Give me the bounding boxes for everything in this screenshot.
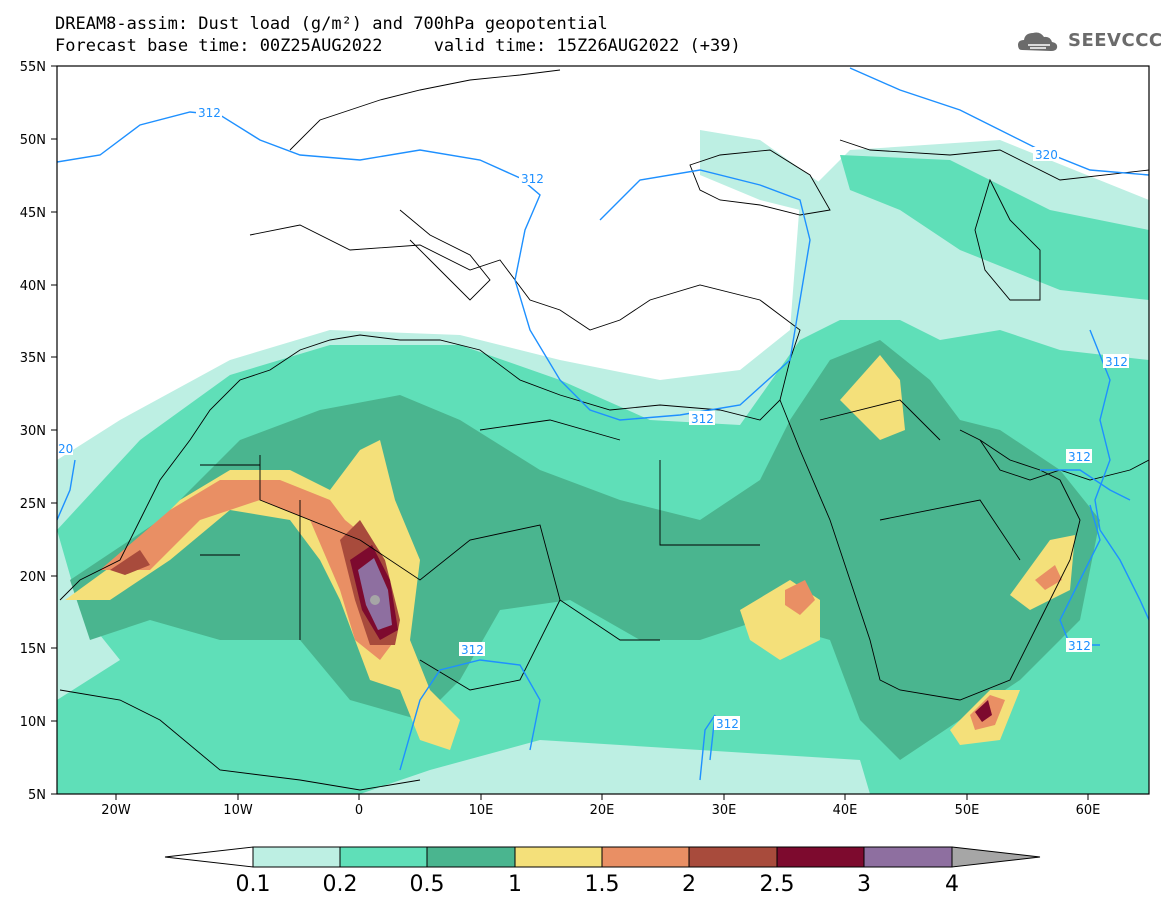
colorbar-tick: 1	[508, 872, 522, 897]
lat-label: 10N	[20, 715, 46, 730]
colorbar-tick: 2	[682, 872, 696, 897]
contour-312-gulf	[1040, 469, 1131, 501]
lon-label: 0	[355, 803, 363, 818]
dust-layer-0.1-black-sea	[700, 130, 830, 215]
svg-text:312: 312	[1068, 639, 1091, 653]
lat-label: 5N	[28, 788, 46, 803]
lon-label: 50E	[955, 803, 980, 818]
colorbar-tick: 1.5	[584, 872, 620, 897]
lat-label: 20N	[20, 570, 46, 585]
contour-312-south	[699, 714, 716, 781]
colorbar-swatch	[776, 846, 865, 868]
svg-text:312: 312	[1068, 450, 1091, 464]
colorbar-tick: 2.5	[759, 872, 795, 897]
colorbar-tick: 0.5	[409, 872, 445, 897]
colorbar-swatch	[252, 846, 341, 868]
colorbar-swatch	[426, 846, 516, 868]
colorbar-tick: 4	[945, 872, 959, 897]
lon-label: 20W	[101, 803, 131, 818]
colorbar-swatch	[601, 846, 690, 868]
lon-label: 10E	[469, 803, 494, 818]
lat-label: 30N	[20, 424, 46, 439]
forecast-time-line: Forecast base time: 00Z25AUG2022 valid t…	[55, 36, 741, 56]
contour-312-north	[57, 111, 811, 421]
dust-layer-3	[358, 558, 392, 630]
contour-20-west	[57, 459, 76, 521]
dust-layer-1-arabia	[840, 355, 905, 440]
lat-label: 35N	[20, 351, 46, 366]
dust-shading	[57, 130, 1149, 794]
dust-layer-0.2-caspian	[840, 155, 1149, 300]
lat-label: 50N	[20, 133, 46, 148]
colorbar-swatch	[339, 846, 428, 868]
dust-layer-0.5	[70, 340, 1100, 760]
lat-label: 25N	[20, 497, 46, 512]
contour-312-africa	[399, 659, 541, 771]
lat-label: 40N	[20, 279, 46, 294]
dust-layer-2-west	[110, 550, 150, 575]
colorbar-tick: 0.1	[235, 872, 271, 897]
colorbar	[164, 846, 1041, 868]
colorbar-swatch	[514, 846, 603, 868]
colorbar-tick: 0.2	[322, 872, 358, 897]
axis-ticks	[51, 65, 1089, 800]
contour-320	[849, 67, 1149, 176]
svg-text:312: 312	[691, 412, 714, 426]
svg-text:312: 312	[461, 643, 484, 657]
logo-text: SEEVCCC	[1068, 30, 1163, 51]
lat-label: 45N	[20, 206, 46, 221]
dust-layer-1.5-oman	[1035, 565, 1062, 590]
colorbar-low-arrow	[164, 846, 254, 868]
lat-label: 55N	[20, 60, 46, 75]
geopotential-contours	[57, 67, 1149, 781]
lon-label: 30E	[712, 803, 737, 818]
dust-layer-1.5	[100, 480, 395, 660]
svg-text:312: 312	[198, 106, 221, 120]
colorbar-high-arrow	[951, 846, 1041, 868]
lon-label: 10W	[223, 803, 253, 818]
svg-text:20: 20	[58, 442, 73, 456]
contour-labels: 312 312 320 312 312 312 312 312 312 20	[57, 105, 1129, 731]
svg-text:312: 312	[521, 172, 544, 186]
dust-layer-1-oman	[1010, 535, 1075, 610]
longitude-labels: 20W 10W 0 10E 20E 30E 40E 50E 60E	[101, 803, 1100, 818]
lon-label: 40E	[833, 803, 858, 818]
dust-layer-2.5-somalia	[975, 700, 992, 722]
cloud-logo-icon	[1018, 32, 1058, 51]
lat-label: 15N	[20, 642, 46, 657]
svg-text:312: 312	[716, 717, 739, 731]
map-title: DREAM8-assim: Dust load (g/m²) and 700hP…	[55, 14, 608, 34]
colorbar-swatch	[863, 846, 953, 868]
lon-label: 20E	[590, 803, 615, 818]
colorbar-tick: 3	[857, 872, 871, 897]
svg-text:312: 312	[1105, 355, 1128, 369]
contour-312-east	[1089, 329, 1149, 621]
dust-layer-1.5-sudan	[785, 580, 815, 615]
lon-label: 60E	[1076, 803, 1101, 818]
svg-text:320: 320	[1035, 148, 1058, 162]
colorbar-swatch	[688, 846, 778, 868]
dust-layer-4	[370, 595, 380, 605]
latitude-labels: 55N 50N 45N 40N 35N 30N 25N 20N 15N 10N …	[20, 60, 46, 803]
